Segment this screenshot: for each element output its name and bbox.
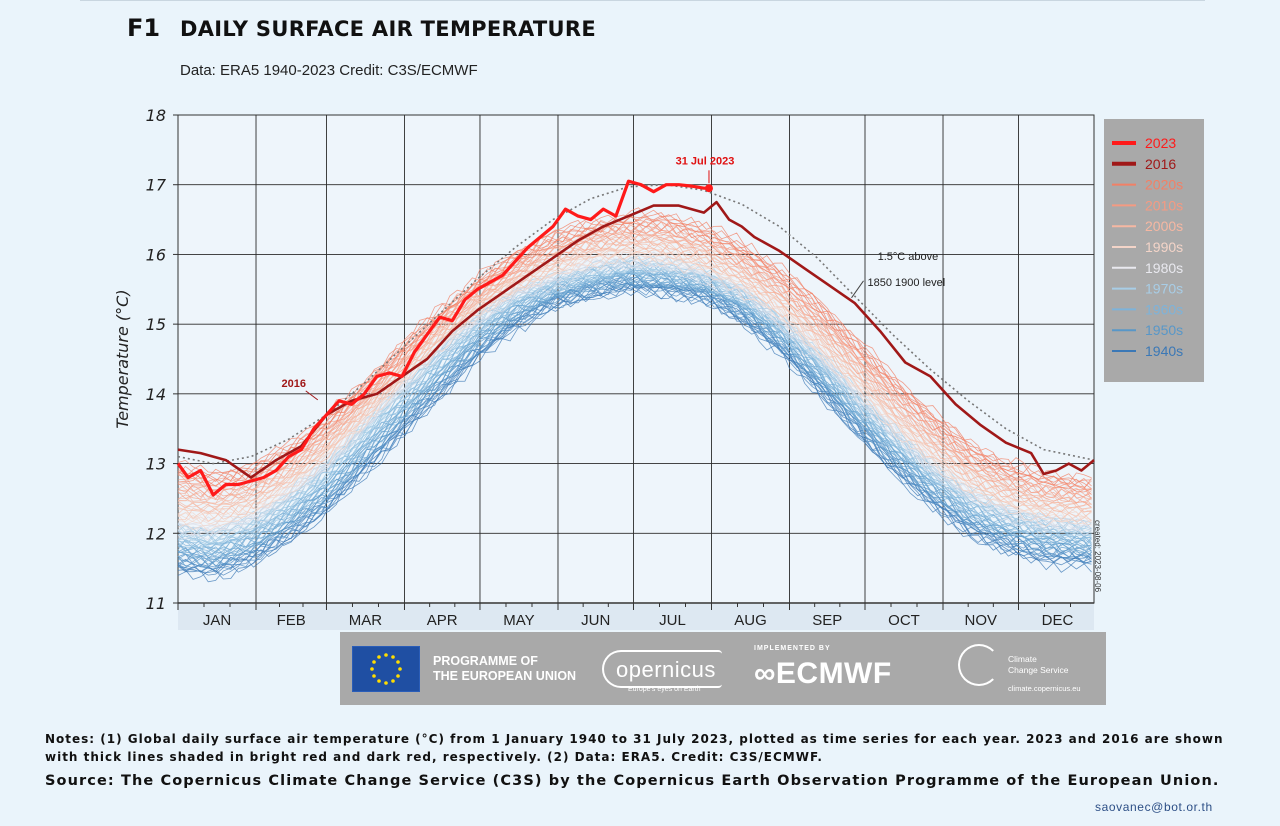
decade-year-line <box>177 257 1092 537</box>
legend-label: 2016 <box>1145 156 1176 172</box>
copernicus-wordmark: opernicus <box>616 657 716 682</box>
legend-label: 1990s <box>1145 239 1183 255</box>
x-tick-label: OCT <box>888 612 920 629</box>
decade-year-line <box>177 264 1092 550</box>
annotation-1-5c-line-2: 1850 1900 level <box>868 277 946 289</box>
y-tick-label: 13 <box>146 455 166 474</box>
legend-label: 2020s <box>1145 177 1183 193</box>
c3s-ring-icon <box>958 644 1000 686</box>
legend-label: 1960s <box>1145 301 1183 317</box>
x-axis-band <box>178 604 1094 630</box>
annotation-31-jul-2023: 31 Jul 2023 <box>676 155 735 167</box>
decade-year-line <box>177 277 1092 576</box>
x-tick-label: APR <box>427 612 458 629</box>
ecmwf-logo: ∞ECMWF <box>754 657 892 691</box>
x-tick-label: MAY <box>503 612 534 629</box>
decade-year-line <box>177 261 1092 555</box>
decade-year-line <box>177 272 1092 567</box>
decade-year-line <box>177 214 1092 489</box>
y-tick-label: 14 <box>146 385 166 404</box>
legend-label: 2010s <box>1145 197 1183 213</box>
partner-logo-bar: PROGRAMME OF THE EUROPEAN UNION opernicu… <box>340 632 1106 705</box>
x-tick-label: FEB <box>277 612 306 629</box>
decade-year-line <box>177 209 1092 490</box>
decade-year-line <box>177 251 1092 531</box>
c3s-logo: Climate Change Service climate.copernicu… <box>958 644 1098 696</box>
ecmwf-swirl-icon: ∞ <box>754 657 776 690</box>
x-tick-label: MAR <box>349 612 383 629</box>
copernicus-logo: opernicus Europe's eyes on Earth <box>602 646 722 693</box>
copernicus-tagline: Europe's eyes on Earth <box>628 686 701 693</box>
x-tick-label: DEC <box>1042 612 1074 629</box>
figure-notes: Notes: (1) Global daily surface air temp… <box>45 732 1224 764</box>
decade-year-line <box>177 273 1092 557</box>
x-tick-label: JUL <box>659 612 686 629</box>
decade-year-line <box>178 218 1092 493</box>
decade-year-line <box>177 239 1092 522</box>
legend-label: 1940s <box>1145 343 1183 359</box>
series-2023-endpoint <box>704 184 713 193</box>
decade-year-line <box>177 214 1092 487</box>
decade-year-line <box>177 265 1092 553</box>
legend-label: 1980s <box>1145 260 1183 276</box>
y-tick-label: 16 <box>146 245 166 264</box>
ecmwf-implemented-by: IMPLEMENTED BY <box>754 645 831 652</box>
annotation-1-5c-pointer <box>851 280 864 299</box>
y-tick-label: 17 <box>146 176 167 195</box>
copernicus-c-icon <box>602 650 722 688</box>
contact-email[interactable]: saovanec@bot.or.th <box>1095 800 1213 814</box>
annotation-2016-pointer <box>305 390 319 401</box>
y-tick-label: 18 <box>146 106 166 125</box>
c3s-line-2: Change Service <box>1008 665 1069 675</box>
figure-title: DAILY SURFACE AIR TEMPERATURE <box>180 17 596 41</box>
x-tick-label: JUN <box>581 612 610 629</box>
decade-year-line <box>177 225 1092 504</box>
c3s-line-1: Climate <box>1008 654 1037 664</box>
y-axis-label: Temperature (°C) <box>113 289 132 428</box>
x-tick-label: AUG <box>734 612 767 629</box>
eu-label-line-1: PROGRAMME OF <box>433 654 538 668</box>
decade-year-line <box>177 272 1092 556</box>
temperature-chart: 11 12 13 14 15 16 17 18 Temperature (°C) JAN FEB MA… <box>113 106 1204 630</box>
top-rule <box>80 0 1205 1</box>
y-tick-label: 15 <box>146 315 166 334</box>
decade-year-line <box>177 281 1092 576</box>
figure-id: F1 <box>127 14 161 42</box>
legend-label: 1950s <box>1145 322 1183 338</box>
x-tick-label: SEP <box>812 612 842 629</box>
annotation-1-5c-line-1: 1.5°C above <box>878 251 939 263</box>
x-tick-label: NOV <box>965 612 998 629</box>
eu-flag-icon <box>352 646 420 692</box>
legend-label: 1970s <box>1145 281 1183 297</box>
eu-programme-label: PROGRAMME OF THE EUROPEAN UNION <box>433 654 576 684</box>
figure-subtitle: Data: ERA5 1940-2023 Credit: C3S/ECMWF <box>180 62 478 79</box>
created-date-note: created: 2023-08-06 <box>1093 520 1102 593</box>
decade-year-line <box>177 232 1092 505</box>
y-tick-label: 11 <box>146 594 166 613</box>
annotation-2016: 2016 <box>282 378 306 390</box>
legend-label: 2023 <box>1145 135 1176 151</box>
decade-year-line <box>177 252 1092 528</box>
c3s-url: climate.copernicus.eu <box>1008 684 1081 693</box>
x-tick-label: JAN <box>203 612 231 629</box>
decade-year-line <box>177 271 1092 562</box>
decade-year-line <box>177 275 1092 563</box>
series-2023-line <box>176 179 709 497</box>
decade-year-line <box>177 221 1092 499</box>
y-tick-label: 12 <box>146 524 166 543</box>
decade-year-line <box>177 229 1092 508</box>
figure-source: Source: The Copernicus Climate Change Se… <box>45 773 1220 789</box>
plot-area <box>177 114 1095 604</box>
eu-label-line-2: THE EUROPEAN UNION <box>433 669 577 683</box>
decade-year-line <box>177 282 1092 580</box>
decade-year-line <box>177 239 1092 522</box>
legend-label: 2000s <box>1145 218 1183 234</box>
ecmwf-wordmark: ECMWF <box>775 657 892 690</box>
decade-year-line <box>177 277 1092 572</box>
